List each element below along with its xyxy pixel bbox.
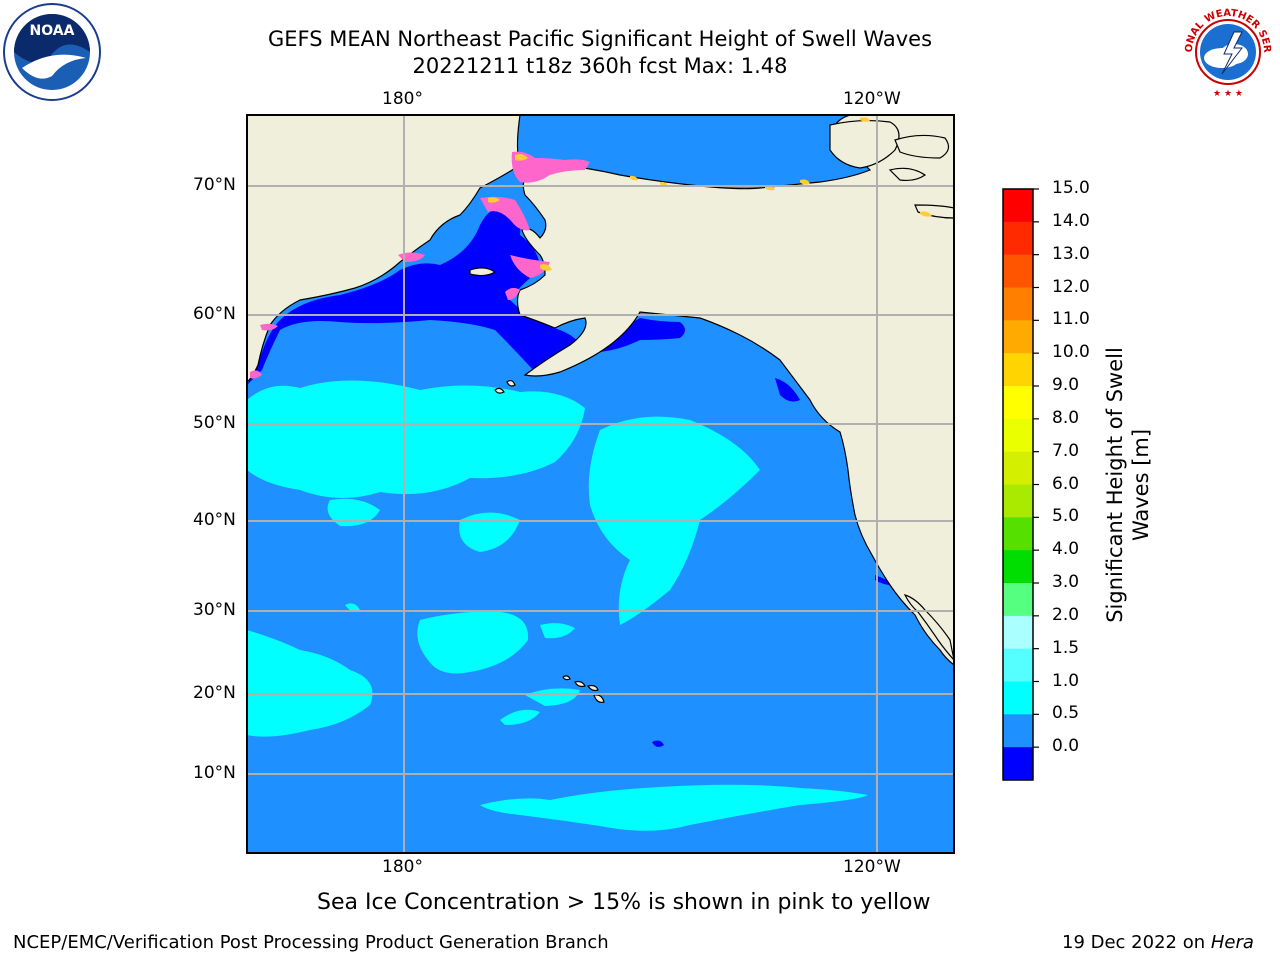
bottom-lon-label-180: 180° — [382, 857, 423, 877]
colorbar-tick-label: 6.0 — [1052, 473, 1080, 494]
noaa-logo: NOAA — [2, 2, 102, 102]
footer-right: 19 Dec 2022 on Hera — [1062, 932, 1254, 953]
colorbar-tick-label: 13.0 — [1052, 243, 1090, 264]
colorbar-tick-label: 1.5 — [1052, 637, 1080, 658]
sea-ice — [250, 151, 590, 379]
lat-label-30n: 30°N — [193, 600, 236, 620]
colorbar-tick-label: 15.0 — [1052, 178, 1090, 198]
colorbar-tick-label: 14.0 — [1052, 210, 1090, 231]
colorbar-tick-label: 12.0 — [1052, 276, 1090, 297]
noaa-logo-text: NOAA — [30, 23, 75, 39]
footer-host: Hera — [1210, 932, 1254, 953]
lat-label-40n: 40°N — [193, 510, 236, 530]
footer-date: 19 Dec 2022 on — [1062, 932, 1211, 953]
lat-label-60n: 60°N — [193, 304, 236, 324]
chart-title-line1: GEFS MEAN Northeast Pacific Significant … — [267, 27, 933, 51]
colorbar-tick-label: 8.0 — [1052, 407, 1080, 428]
footer-left: NCEP/EMC/Verification Post Processing Pr… — [13, 932, 609, 953]
colorbar-title-line1: Significant Height of Swell — [1103, 347, 1127, 623]
bottom-lon-label-120w: 120°W — [843, 857, 901, 877]
colorbar-tick-label: 1.0 — [1052, 670, 1080, 691]
svg-text:★ ★ ★: ★ ★ ★ — [1213, 89, 1243, 99]
top-lon-label-180: 180° — [382, 89, 423, 109]
top-lon-label-120w: 120°W — [843, 89, 901, 109]
map-frame — [246, 114, 955, 854]
lat-label-10n: 10°N — [193, 763, 236, 783]
colorbar-tick-label: 3.0 — [1052, 572, 1080, 592]
colorbar-tick-label: 4.0 — [1052, 539, 1080, 560]
colorbar-tick-label: 10.0 — [1052, 342, 1090, 363]
colorbar-tick-label: 2.0 — [1052, 604, 1080, 625]
colorbar-tick-label: 0.5 — [1052, 703, 1080, 724]
colorbar-title-line2: Waves [m] — [1129, 428, 1153, 542]
graticule — [247, 115, 954, 853]
colorbar-tick-label: 0.0 — [1052, 736, 1080, 757]
lat-label-20n: 20°N — [193, 683, 236, 703]
land-mass — [247, 115, 954, 703]
lat-label-50n: 50°N — [193, 413, 236, 433]
nws-logo: NATIONAL WEATHER SERVICE ★ ★ ★ — [1178, 2, 1278, 102]
colorbar-tick-label: 9.0 — [1052, 375, 1080, 395]
colorbar-title: Significant Height of Swell Waves [m] — [1102, 347, 1154, 623]
lat-label-70n: 70°N — [193, 175, 236, 195]
sea-ice-caption: Sea Ice Concentration > 15% is shown in … — [317, 890, 931, 915]
colorbar-tick-label: 7.0 — [1052, 440, 1080, 461]
colorbar-tick-label: 11.0 — [1052, 309, 1090, 330]
chart-title-line2: 20221211 t18z 360h fcst Max: 1.48 — [412, 54, 788, 78]
colorbar-tick-label: 5.0 — [1052, 506, 1080, 527]
swell-region-0-5m — [247, 205, 895, 747]
